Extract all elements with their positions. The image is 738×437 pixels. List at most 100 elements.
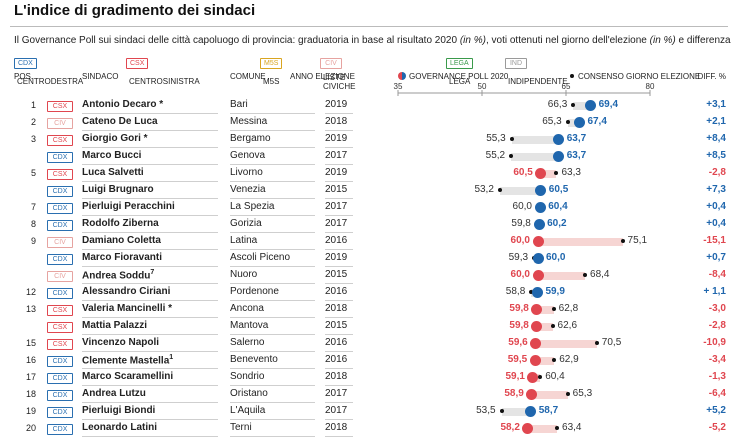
row-separator <box>325 266 353 267</box>
row-separator <box>325 147 353 148</box>
row-separator <box>230 351 315 352</box>
mayor-name: Andrea Lutzu <box>82 388 146 399</box>
poll-value: 60,5 <box>548 184 569 195</box>
row-position: 3 <box>30 134 36 144</box>
difference-value: -6,4 <box>708 388 726 399</box>
comune: L'Aquila <box>230 405 266 416</box>
poll-value: 60,0 <box>546 252 566 263</box>
legend-badge: CSX <box>126 58 149 70</box>
election-value: 59,3 <box>508 252 529 263</box>
election-year: 2019 <box>325 133 348 144</box>
row-position: 15 <box>25 338 36 348</box>
party-badge: CIV <box>47 271 73 282</box>
table-row: CDX Marco Fioravanti Ascoli Piceno 2019 60,0… <box>0 250 738 267</box>
election-dot <box>499 409 504 413</box>
election-year: 2017 <box>325 201 348 212</box>
mayor-name: Marco Fioravanti <box>82 252 163 263</box>
difference-value: +8,4 <box>706 133 726 144</box>
legend-label: INDIPENDENTE <box>508 77 568 87</box>
row-separator <box>82 232 218 233</box>
legend-item-csx: CSX CENTROSINISTRA <box>126 55 200 91</box>
row-separator <box>82 300 218 301</box>
legend-item-m5s: M5S M5S <box>260 55 283 91</box>
row-separator <box>230 232 315 233</box>
comune: Terni <box>230 422 252 433</box>
x-tick-label: 80 <box>646 82 655 91</box>
row-separator <box>82 317 218 318</box>
party-badge: CDX <box>47 152 73 163</box>
table-row: CSX Mattia Palazzi Mantova 2015 59,8 62,6 -2,8 <box>0 318 738 335</box>
comune: Oristano <box>230 388 268 399</box>
poll-dot <box>527 372 539 383</box>
table-row: 15 CSX Vincenzo Napoli Salerno 2016 59,6 70,5 -… <box>0 335 738 352</box>
poll-dot <box>533 219 545 230</box>
comune: Livorno <box>230 167 263 178</box>
mayor-name: Luca Salvetti <box>82 167 144 178</box>
election-year: 2016 <box>325 286 348 297</box>
table-row: CDX Luigi Brugnaro Venezia 2015 60,5 53,2 +7,3 <box>0 182 738 199</box>
row-separator <box>230 385 315 386</box>
poll-dot <box>530 338 542 349</box>
row-separator <box>230 317 315 318</box>
election-dot <box>551 307 556 311</box>
difference-value: -5,2 <box>708 422 726 433</box>
table-row: 9 CIV Damiano Coletta Latina 2016 60,0 75,1 -15… <box>0 233 738 250</box>
election-dot <box>594 341 599 345</box>
header-governance: GOVERNANCE POLL 2020 <box>409 72 509 81</box>
table-row: 3 CSX Giorgio Gori * Bergamo 2019 63,7 55,3 +8,… <box>0 131 738 148</box>
row-separator <box>82 113 218 114</box>
comune: Ascoli Piceno <box>230 252 291 263</box>
row-separator <box>325 317 353 318</box>
table-row: 7 CDX Pierluigi Peracchini La Spezia 2017 60,… <box>0 199 738 216</box>
poll-dot <box>531 321 543 332</box>
row-separator <box>325 164 353 165</box>
legend-label: M5S <box>263 77 280 87</box>
party-badge: CSX <box>47 322 73 333</box>
election-dot <box>583 273 588 277</box>
range-bar <box>531 391 568 399</box>
party-badge: CDX <box>47 288 73 299</box>
poll-value: 69,4 <box>598 99 619 110</box>
row-separator <box>325 419 353 420</box>
comune: Salerno <box>230 337 265 348</box>
party-badge: CIV <box>47 118 73 129</box>
difference-value: -8,4 <box>708 269 726 280</box>
legend-label: LISTE CIVICHE <box>323 73 356 91</box>
poll-value: 60,4 <box>548 201 568 212</box>
row-separator <box>82 266 218 267</box>
legend-item-cdx: CDX CENTRODESTRA <box>14 55 83 91</box>
poll-value: 60,2 <box>547 218 567 229</box>
election-year: 2017 <box>325 405 348 416</box>
row-separator <box>82 164 218 165</box>
party-badge: CSX <box>47 101 73 112</box>
row-separator <box>230 215 315 216</box>
row-separator <box>82 215 218 216</box>
election-year: 2018 <box>325 303 348 314</box>
x-tick-label: 35 <box>394 82 403 91</box>
legend-badge: M5S <box>260 58 283 70</box>
legend-item-lega: LEGA LEGA <box>446 55 473 91</box>
election-year: 2017 <box>325 388 348 399</box>
row-separator <box>230 368 315 369</box>
comune: Sondrio <box>230 371 265 382</box>
row-position: 19 <box>25 406 36 416</box>
row-position: 18 <box>25 389 36 399</box>
table-row: 19 CDX Pierluigi Biondi L'Aquila 2017 58,7 53,… <box>0 403 738 420</box>
election-year: 2019 <box>325 252 348 263</box>
election-year: 2018 <box>325 422 348 433</box>
difference-value: +5,2 <box>706 405 726 416</box>
difference-value: -1,3 <box>708 371 726 382</box>
poll-dot <box>532 270 544 281</box>
range-bar <box>567 119 580 127</box>
table-row: 1 CSX Antonio Decaro * Bari 2019 69,4 66,3 +3,1 <box>0 97 738 114</box>
row-separator <box>82 249 218 250</box>
table-row: 17 CDX Marco Scaramellini Sondrio 2018 59,1 60… <box>0 369 738 386</box>
election-value: 63,4 <box>562 422 582 433</box>
poll-value: 60,0 <box>510 235 530 246</box>
row-position: 5 <box>30 168 36 178</box>
range-bar <box>536 323 553 331</box>
range-bar <box>573 102 591 110</box>
election-dot <box>497 188 502 192</box>
row-separator <box>230 266 315 267</box>
